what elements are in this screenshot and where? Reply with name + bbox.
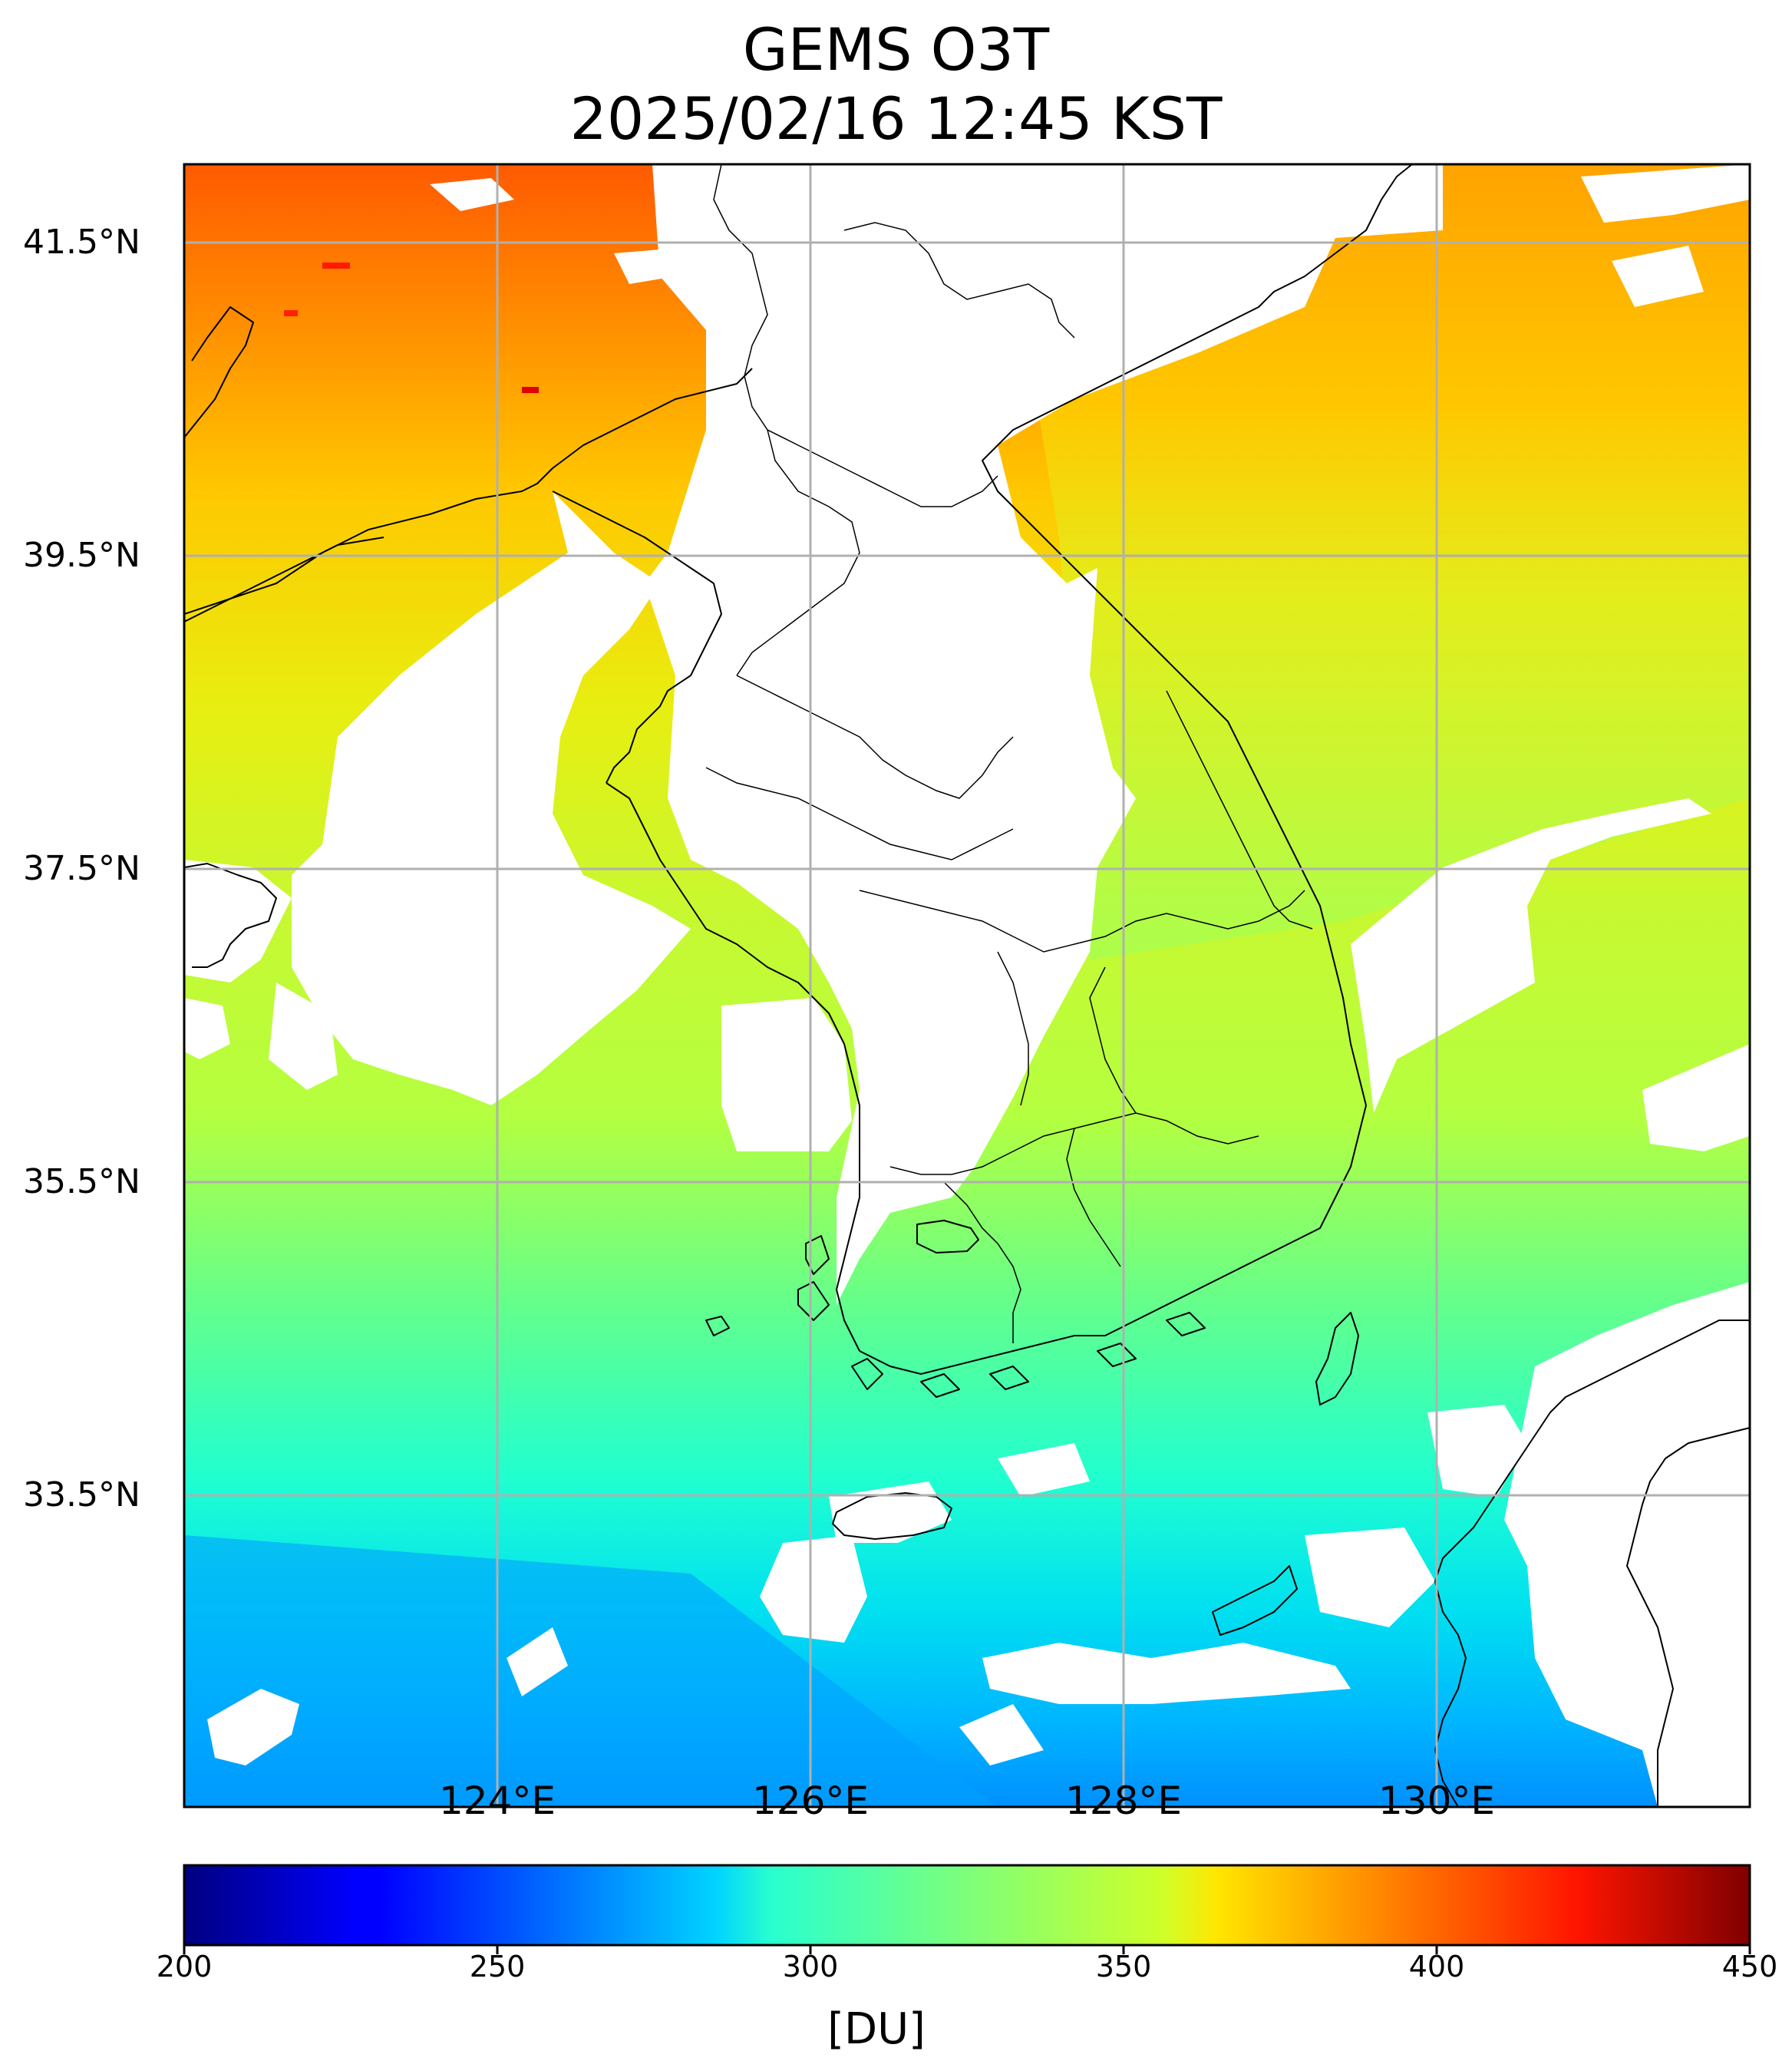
colorbar-label-450: 450 <box>1721 1950 1778 1983</box>
lat-label-41-5: 41.5°N <box>23 223 140 262</box>
map-frame <box>183 163 1751 1808</box>
lat-label-33-5: 33.5°N <box>23 1475 140 1514</box>
colorbar-unit-label: [DU] <box>827 2004 926 2054</box>
lon-label-128: 128°E <box>1064 1779 1183 1823</box>
lon-label-130: 130°E <box>1378 1779 1496 1823</box>
colorbar-ticks <box>183 1945 1751 1954</box>
ozone-hotspot <box>322 263 350 269</box>
colorbar-label-350: 350 <box>1095 1950 1152 1983</box>
ozone-field <box>184 164 1750 1807</box>
lat-label-37-5: 37.5°N <box>23 849 140 888</box>
ozone-south-low <box>184 1535 998 1807</box>
gridlines <box>184 164 1750 1807</box>
colorbar-label-200: 200 <box>156 1950 213 1983</box>
lat-label-35-5: 35.5°N <box>23 1162 140 1201</box>
map-title-line1: GEMS O3T <box>742 15 1050 84</box>
lon-label-124: 124°E <box>438 1779 556 1823</box>
admin-borders <box>705 164 1313 1343</box>
colorbar <box>183 1864 1751 1947</box>
colorbar-label-400: 400 <box>1408 1950 1465 1983</box>
missing-data-mask <box>184 164 1750 1807</box>
ozone-hotspot <box>522 387 539 393</box>
ozone-north-east-band <box>998 164 1750 960</box>
lon-label-126: 126°E <box>751 1779 870 1823</box>
colorbar-label-250: 250 <box>469 1950 526 1983</box>
lat-label-39-5: 39.5°N <box>23 536 140 575</box>
map-title-line2: 2025/02/16 12:45 KST <box>569 84 1223 153</box>
colorbar-label-300: 300 <box>782 1950 839 1983</box>
ozone-hotspot <box>284 310 298 316</box>
